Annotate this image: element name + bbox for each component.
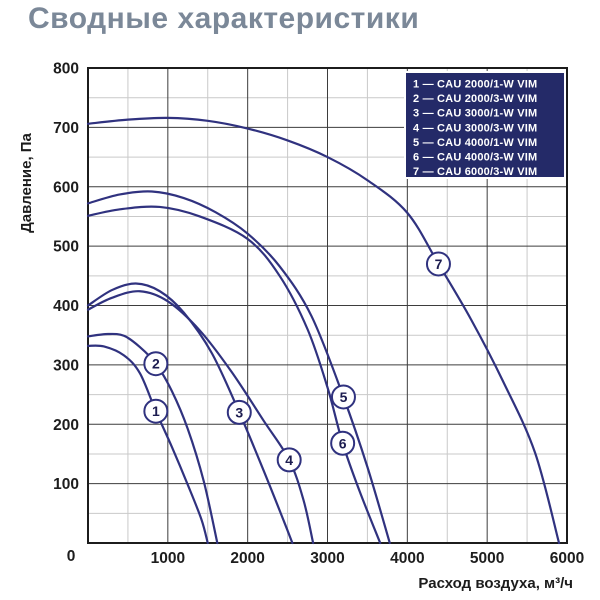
curve-marker-1: 1 — [143, 398, 169, 424]
y-tick-500: 500 — [53, 239, 79, 256]
legend-item-7: 7 — CAU 6000/3-W VIM — [413, 166, 537, 178]
curve-6 — [86, 205, 382, 545]
page-title: Сводные характеристики — [28, 2, 420, 35]
curve-marker-circle — [425, 251, 451, 277]
curve-marker-circle — [226, 399, 252, 425]
curve-marker-7: 7 — [425, 251, 451, 277]
curve-marker-5: 5 — [330, 384, 356, 410]
legend-box — [406, 73, 564, 177]
legend-item-2: 2 — CAU 2000/3-W VIM — [413, 93, 537, 105]
curve-5 — [86, 190, 391, 545]
y-tick-700: 700 — [53, 120, 79, 137]
curve-marker-2: 2 — [143, 351, 169, 377]
y-tick-200: 200 — [53, 417, 79, 434]
curve-marker-circle — [330, 384, 356, 410]
curve-marker-6: 6 — [330, 430, 356, 456]
legend-item-4: 4 — CAU 3000/3-W VIM — [413, 122, 537, 134]
x-tick-3000: 3000 — [310, 550, 344, 567]
curve-marker-circle — [143, 398, 169, 424]
legend-item-1: 1 — CAU 2000/1-W VIM — [413, 79, 537, 91]
y-tick-600: 600 — [53, 179, 79, 196]
x-tick-4000: 4000 — [390, 550, 424, 567]
x-tick-6000: 6000 — [550, 550, 584, 567]
legend-item-5: 5 — CAU 4000/1-W VIM — [413, 137, 537, 149]
curve-marker-number: 6 — [339, 435, 347, 451]
y-axis-title: Давление, Па — [18, 132, 35, 232]
x-tick-1000: 1000 — [151, 550, 185, 567]
x-axis-title: Расход воздуха, м³/ч — [418, 575, 573, 592]
curve-marker-number: 5 — [340, 389, 348, 405]
curve-marker-number: 3 — [235, 404, 243, 420]
y-tick-400: 400 — [53, 298, 79, 315]
x-tick-2000: 2000 — [230, 550, 264, 567]
curve-markers: 1 2 3 4 5 6 7 — [143, 251, 451, 473]
origin-tick-0: 0 — [67, 548, 76, 565]
curve-marker-4: 4 — [276, 447, 302, 473]
curve-marker-circle — [330, 430, 356, 456]
curve-marker-number: 2 — [152, 356, 160, 372]
curve-marker-3: 3 — [226, 399, 252, 425]
y-tick-300: 300 — [53, 357, 79, 374]
curve-4 — [86, 290, 315, 545]
curve-marker-circle — [276, 447, 302, 473]
x-tick-5000: 5000 — [470, 550, 504, 567]
curve-marker-number: 4 — [285, 452, 293, 468]
tick-labels: 100 200 300 400 500 600 700 800 1000 2000 3000 4000… — [53, 61, 584, 568]
legend-item-3: 3 — CAU 3000/1-W VIM — [413, 108, 537, 120]
legend: 1 — CAU 2000/1-W VIM 2 — CAU 2000/3-W VIM… — [404, 71, 566, 179]
curves — [86, 116, 561, 545]
y-tick-800: 800 — [53, 61, 79, 78]
y-tick-100: 100 — [53, 476, 79, 493]
curve-7 — [86, 116, 561, 545]
legend-item-6: 6 — CAU 4000/3-W VIM — [413, 152, 537, 164]
curve-marker-circle — [143, 351, 169, 377]
curve-marker-number: 1 — [152, 403, 160, 419]
curve-marker-number: 7 — [435, 256, 443, 272]
curve-3 — [86, 282, 294, 545]
